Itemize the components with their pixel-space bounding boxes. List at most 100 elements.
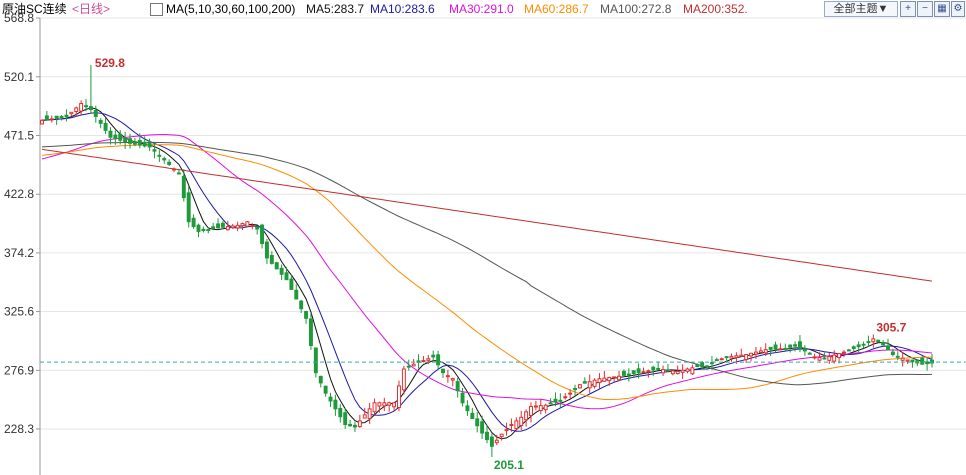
ma10-value: MA10:283.6 — [370, 2, 435, 16]
candle-down — [460, 392, 465, 404]
tick-label: 520.1 — [4, 70, 34, 84]
candle-up — [377, 402, 382, 407]
candle-up — [401, 368, 406, 391]
candle-down — [59, 115, 64, 118]
ma30-line — [41, 133, 933, 410]
candle-up — [357, 420, 362, 428]
candle-down — [910, 359, 915, 363]
candle-down — [123, 137, 128, 143]
candle-down — [822, 357, 827, 360]
candle-down — [260, 224, 265, 244]
candle-up — [690, 367, 695, 375]
candle-up — [778, 348, 783, 351]
candle-down — [773, 344, 778, 350]
period-label[interactable]: <日线> — [72, 2, 111, 16]
candle-up — [612, 376, 617, 379]
candle-down — [665, 369, 670, 372]
candle-down — [695, 364, 700, 368]
candle-down — [147, 142, 152, 148]
ma5-value: MA5:283.7 — [306, 2, 365, 16]
candle-down — [851, 346, 856, 349]
chart-header: 原油SC连续 <日线> MA(5,10,30,60,100,200) MA5:2… — [0, 0, 966, 18]
candle-down — [98, 119, 103, 124]
grid-icon[interactable]: ▦ — [934, 1, 950, 17]
candle-up — [597, 378, 602, 384]
candle-down — [861, 343, 866, 346]
candle-down — [455, 381, 460, 392]
candle-up — [602, 377, 607, 382]
low-annotation: 205.1 — [494, 458, 524, 472]
candle-down — [881, 342, 886, 346]
candle-up — [680, 369, 685, 373]
candle-down — [714, 359, 719, 362]
candle-up — [387, 402, 392, 406]
candle-down — [489, 436, 494, 447]
candle-up — [529, 405, 533, 416]
candle-down — [220, 222, 225, 228]
candle-up — [172, 168, 176, 171]
zoom-in-icon[interactable]: + — [900, 1, 916, 17]
candle-down — [793, 344, 798, 347]
candle-up — [245, 221, 250, 227]
candle-down — [186, 192, 191, 223]
candle-up — [568, 392, 573, 395]
tick-label: 276.9 — [4, 363, 34, 377]
candle-down — [211, 226, 216, 230]
candle-down — [886, 345, 890, 351]
candle-up — [362, 414, 367, 419]
candle-up — [812, 356, 817, 359]
theme-selector-button[interactable]: 全部主题▼ — [824, 1, 898, 17]
ma60-value: MA60:286.7 — [524, 2, 589, 16]
candle-down — [548, 402, 553, 405]
candle-down — [846, 349, 851, 352]
candle-up — [577, 384, 582, 389]
recent-high-annotation: 305.7 — [876, 321, 906, 335]
candle-up — [538, 405, 543, 411]
candle-down — [436, 354, 441, 366]
candle-down — [724, 356, 729, 359]
candle-down — [631, 370, 636, 375]
candle-down — [196, 224, 201, 232]
candle-down — [318, 375, 323, 384]
candle-down — [353, 424, 357, 428]
candle-down — [284, 272, 289, 281]
candle-up — [372, 402, 377, 413]
candle-down — [118, 133, 123, 141]
moving-average-lines — [41, 107, 933, 440]
instrument-title: 原油SC连续 — [2, 2, 67, 16]
candle-up — [421, 360, 426, 363]
ma10-line — [41, 112, 933, 432]
candle-up — [661, 369, 666, 374]
ma5-line — [41, 107, 933, 440]
candle-down — [480, 421, 485, 434]
candle-up — [411, 363, 416, 367]
zoom-out-icon[interactable]: − — [917, 1, 933, 17]
candle-up — [592, 379, 597, 387]
settings-icon[interactable]: ⚙ — [951, 1, 965, 17]
candle-down — [328, 396, 333, 402]
candle-down — [88, 106, 93, 110]
candle-down — [152, 149, 157, 152]
candle-down — [181, 175, 186, 199]
candle-up — [250, 224, 255, 227]
candle-down — [890, 351, 895, 356]
candle-up — [739, 354, 744, 357]
candle-down — [255, 226, 260, 230]
ma100-line — [41, 141, 933, 386]
candle-up — [758, 350, 763, 353]
candle-up — [832, 354, 837, 362]
candle-down — [206, 229, 211, 232]
candle-down — [651, 366, 656, 371]
candle-down — [788, 344, 793, 348]
candle-up — [426, 358, 431, 361]
ma60-line — [41, 144, 933, 400]
ma-toggle-icon[interactable] — [150, 3, 163, 16]
candle-up — [392, 402, 397, 408]
candle-down — [636, 368, 641, 374]
ma30-value: MA30:291.0 — [449, 2, 514, 16]
candle-down — [470, 412, 475, 419]
candle-down — [308, 318, 313, 346]
candle-up — [587, 381, 592, 389]
candle-up — [817, 357, 822, 361]
